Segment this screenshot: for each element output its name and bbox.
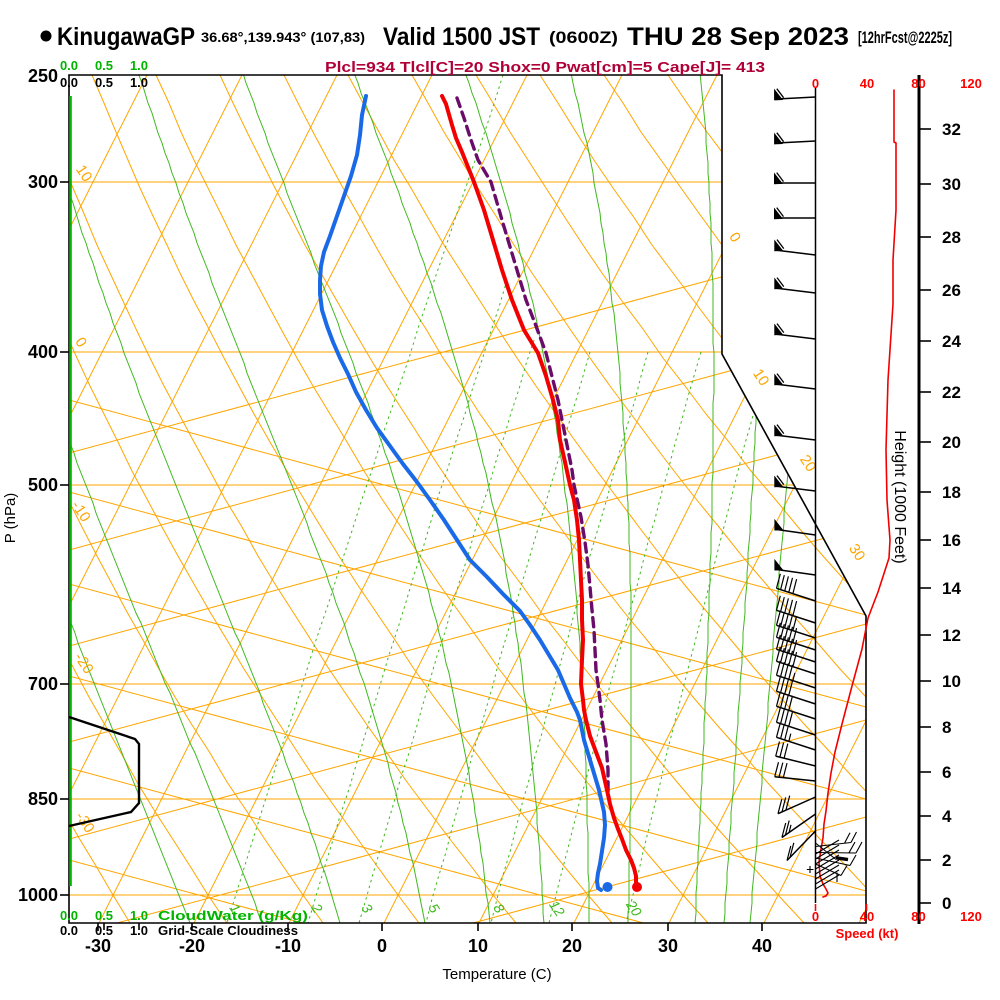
svg-text:Grid-Scale Cloudiness: Grid-Scale Cloudiness: [158, 923, 298, 938]
svg-text:Plcl=934 Tlcl[C]=20 Shox=0 Pwa: Plcl=934 Tlcl[C]=20 Shox=0 Pwat[cm]=5 Ca…: [325, 60, 765, 76]
svg-text:P (hPa): P (hPa): [2, 493, 19, 544]
svg-text:40: 40: [860, 909, 874, 924]
svg-text:0: 0: [942, 894, 951, 913]
svg-text:2: 2: [942, 851, 951, 870]
svg-text:10: 10: [942, 672, 961, 691]
svg-text:30: 30: [845, 541, 868, 564]
svg-text:-20: -20: [179, 936, 205, 956]
svg-text:Height (1000 Feet): Height (1000 Feet): [891, 430, 908, 563]
svg-text:4: 4: [942, 807, 952, 826]
svg-text:14: 14: [942, 579, 961, 598]
svg-text:(0600Z): (0600Z): [549, 28, 618, 47]
svg-text:500: 500: [28, 475, 58, 495]
svg-text:850: 850: [28, 789, 58, 809]
svg-text:1.0: 1.0: [130, 908, 148, 923]
svg-text:1.0: 1.0: [130, 58, 148, 73]
svg-text:CloudWater (g/Kg): CloudWater (g/Kg): [158, 908, 308, 923]
svg-text:0.5: 0.5: [95, 75, 113, 90]
svg-text:22: 22: [942, 383, 961, 402]
svg-text:400: 400: [28, 342, 58, 362]
svg-text:Valid 1500 JST: Valid 1500 JST: [383, 23, 540, 51]
svg-text:20: 20: [562, 936, 582, 956]
svg-text:6: 6: [942, 763, 951, 782]
svg-text:0.5: 0.5: [95, 923, 113, 938]
svg-text:700: 700: [28, 674, 58, 694]
svg-text:20: 20: [796, 452, 819, 475]
svg-text:24: 24: [942, 332, 961, 351]
svg-text:80: 80: [911, 909, 925, 924]
svg-text:[12hrFcst@2225z]: [12hrFcst@2225z]: [858, 28, 952, 47]
svg-text:0: 0: [812, 909, 819, 924]
svg-text:20: 20: [942, 433, 961, 452]
svg-text:120: 120: [960, 76, 982, 91]
svg-text:32: 32: [942, 120, 961, 139]
svg-text:THU 28 Sep 2023: THU 28 Sep 2023: [627, 23, 849, 51]
svg-text:1.0: 1.0: [130, 923, 148, 938]
svg-text:300: 300: [28, 172, 58, 192]
svg-text:80: 80: [911, 76, 925, 91]
svg-text:-30: -30: [85, 936, 111, 956]
svg-text:0.0: 0.0: [60, 908, 78, 923]
svg-text:KinugawaGP: KinugawaGP: [57, 23, 195, 51]
svg-text:36.68°,139.943° (107,83): 36.68°,139.943° (107,83): [201, 29, 365, 45]
svg-text:0.5: 0.5: [95, 58, 113, 73]
svg-text:12: 12: [546, 897, 568, 919]
svg-text:40: 40: [860, 76, 874, 91]
svg-text:28: 28: [942, 228, 961, 247]
svg-text:0: 0: [377, 936, 387, 956]
svg-text:12: 12: [942, 626, 961, 645]
svg-text:0: 0: [812, 76, 819, 91]
svg-text:30: 30: [942, 175, 961, 194]
svg-text:1.0: 1.0: [130, 75, 148, 90]
svg-text:30: 30: [658, 936, 678, 956]
svg-text:Speed (kt): Speed (kt): [836, 926, 899, 941]
svg-text:10: 10: [468, 936, 488, 956]
svg-text:40: 40: [752, 936, 772, 956]
svg-text:0.0: 0.0: [60, 923, 78, 938]
svg-text:0.0: 0.0: [60, 75, 78, 90]
svg-text:10: 10: [749, 366, 772, 389]
svg-text:120: 120: [960, 909, 982, 924]
svg-text:1000: 1000: [18, 885, 58, 905]
svg-text:10: 10: [72, 162, 95, 185]
svg-text:20: 20: [623, 896, 646, 919]
svg-text:8: 8: [942, 718, 951, 737]
svg-text:-10: -10: [275, 936, 301, 956]
svg-text:18: 18: [942, 483, 961, 502]
svg-text:16: 16: [942, 531, 961, 550]
svg-text:0.5: 0.5: [95, 908, 113, 923]
svg-text:0.0: 0.0: [60, 58, 78, 73]
svg-text:26: 26: [942, 281, 961, 300]
svg-text:250: 250: [28, 66, 58, 86]
svg-text:Temperature (C): Temperature (C): [442, 966, 551, 983]
